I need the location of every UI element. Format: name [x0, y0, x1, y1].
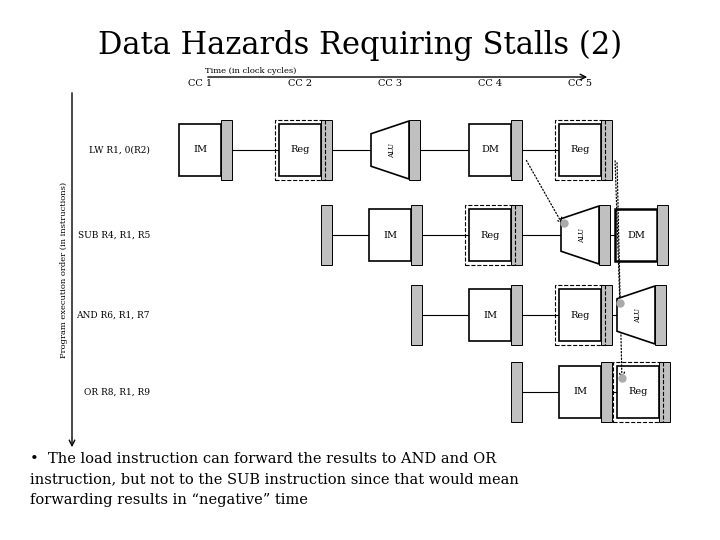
- Bar: [559, 366, 601, 418]
- Text: Reg: Reg: [290, 145, 310, 154]
- Bar: [559, 289, 601, 341]
- Text: Reg: Reg: [629, 388, 648, 396]
- Bar: [321, 205, 332, 265]
- Polygon shape: [561, 206, 599, 264]
- Bar: [465, 205, 515, 265]
- Polygon shape: [617, 286, 655, 344]
- Bar: [601, 120, 612, 180]
- Text: IM: IM: [383, 231, 397, 240]
- Text: AND R6, R1, R7: AND R6, R1, R7: [76, 310, 150, 320]
- Text: CC 1: CC 1: [188, 79, 212, 88]
- Bar: [411, 205, 422, 265]
- Text: Reg: Reg: [570, 145, 590, 154]
- Text: IM: IM: [573, 388, 587, 396]
- Text: OR R8, R1, R9: OR R8, R1, R9: [84, 388, 150, 396]
- Text: •  The load instruction can forward the results to AND and OR
instruction, but n: • The load instruction can forward the r…: [30, 452, 519, 507]
- Text: Time (in clock cycles): Time (in clock cycles): [205, 67, 297, 75]
- Bar: [469, 209, 511, 261]
- Bar: [657, 205, 668, 265]
- Bar: [469, 289, 511, 341]
- Bar: [411, 285, 422, 345]
- Text: Program execution order (in instructions): Program execution order (in instructions…: [60, 182, 68, 358]
- Text: ALU: ALU: [578, 227, 586, 242]
- Bar: [221, 120, 232, 180]
- Text: DM: DM: [481, 145, 499, 154]
- Bar: [321, 120, 332, 180]
- Text: CC 3: CC 3: [378, 79, 402, 88]
- Text: Data Hazards Requiring Stalls (2): Data Hazards Requiring Stalls (2): [98, 30, 622, 61]
- Bar: [511, 120, 522, 180]
- Bar: [469, 124, 511, 176]
- Bar: [617, 366, 659, 418]
- Text: IM: IM: [483, 310, 497, 320]
- Bar: [615, 209, 657, 261]
- Bar: [179, 124, 221, 176]
- Text: LW R1, 0(R2): LW R1, 0(R2): [89, 145, 150, 154]
- Bar: [655, 285, 666, 345]
- Bar: [601, 285, 612, 345]
- Bar: [511, 285, 522, 345]
- Text: Reg: Reg: [570, 310, 590, 320]
- Bar: [279, 124, 321, 176]
- Text: CC 4: CC 4: [478, 79, 502, 88]
- Bar: [369, 209, 411, 261]
- Bar: [511, 362, 522, 422]
- Bar: [555, 120, 605, 180]
- Bar: [599, 205, 610, 265]
- Bar: [275, 120, 325, 180]
- Polygon shape: [371, 121, 409, 179]
- Bar: [409, 120, 420, 180]
- Text: DM: DM: [627, 231, 645, 240]
- Text: IM: IM: [193, 145, 207, 154]
- Bar: [511, 205, 522, 265]
- Bar: [555, 285, 605, 345]
- Text: Reg: Reg: [480, 231, 500, 240]
- Bar: [601, 362, 612, 422]
- Text: CC 2: CC 2: [288, 79, 312, 88]
- Text: SUB R4, R1, R5: SUB R4, R1, R5: [78, 231, 150, 240]
- Text: CC 5: CC 5: [568, 79, 592, 88]
- Text: ALU: ALU: [388, 143, 396, 158]
- Bar: [559, 124, 601, 176]
- Bar: [659, 362, 670, 422]
- Bar: [613, 362, 663, 422]
- Text: ALU: ALU: [634, 307, 642, 322]
